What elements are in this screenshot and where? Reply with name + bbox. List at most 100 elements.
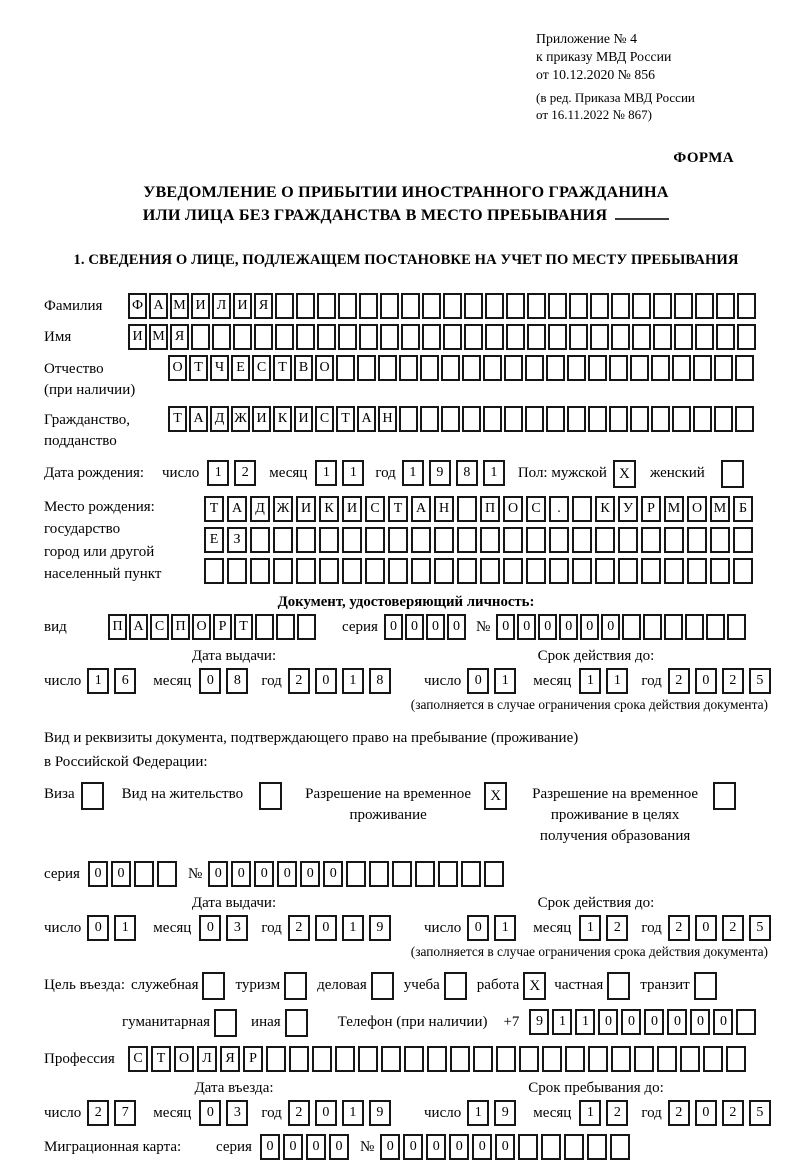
profession-label: Профессия xyxy=(44,1051,115,1068)
cell: 9 xyxy=(368,1100,391,1127)
cell: Я xyxy=(254,292,273,319)
cell xyxy=(672,405,691,432)
cell xyxy=(518,1134,539,1161)
cell: Т xyxy=(273,354,292,381)
cell: 0 xyxy=(199,914,222,941)
cell xyxy=(519,1046,539,1073)
cell xyxy=(587,1134,608,1161)
cell xyxy=(296,323,315,350)
cell xyxy=(204,557,224,584)
cell xyxy=(651,354,670,381)
cell: X xyxy=(484,781,508,810)
cell: С xyxy=(252,354,271,381)
cell xyxy=(317,323,336,350)
cell: 0 xyxy=(446,614,466,641)
cell: 0 xyxy=(403,1134,424,1161)
month-label: месяц xyxy=(533,919,572,936)
cell xyxy=(716,292,735,319)
cell: И xyxy=(296,495,316,522)
cell xyxy=(716,323,735,350)
cell xyxy=(657,1046,677,1073)
purpose-label: Цель въезда: xyxy=(44,977,125,994)
patronymic-label: Отчество (при наличии) xyxy=(44,360,136,398)
cell xyxy=(370,972,394,1001)
purpose-official-checkbox xyxy=(202,972,227,1001)
cell xyxy=(565,1046,585,1073)
cell: 9 xyxy=(494,1100,517,1127)
cell: 0 xyxy=(259,1134,280,1161)
cell: Д xyxy=(250,495,270,522)
cell xyxy=(411,526,431,553)
series-label: серия xyxy=(44,865,80,882)
cell: 0 xyxy=(694,1100,717,1127)
cell xyxy=(588,405,607,432)
cell: 0 xyxy=(277,860,298,887)
sex-male-checkbox: X xyxy=(612,459,638,488)
cell: О xyxy=(687,495,707,522)
cell: 9 xyxy=(529,1009,550,1036)
cell: А xyxy=(189,405,208,432)
cell: 1 xyxy=(552,1009,573,1036)
cell: С xyxy=(128,1046,148,1073)
cell xyxy=(462,405,481,432)
form-title-line2: ИЛИ ЛИЦА БЕЗ ГРАЖДАНСТВА В МЕСТО ПРЕБЫВА… xyxy=(44,204,768,227)
cell xyxy=(342,557,362,584)
cell xyxy=(735,354,754,381)
cell xyxy=(401,292,420,319)
residence-permit-checkbox xyxy=(259,781,284,810)
cell: И xyxy=(294,405,313,432)
cell xyxy=(641,526,661,553)
cell xyxy=(191,323,210,350)
residence-doc-intro: Вид и реквизиты документа, подтверждающе… xyxy=(44,729,579,770)
birth-place-label: Место рождения: государство город или др… xyxy=(44,498,162,583)
year-label: год xyxy=(261,919,282,936)
cell xyxy=(273,557,293,584)
cell: 0 xyxy=(282,1134,303,1161)
cell xyxy=(713,781,737,810)
cell xyxy=(664,526,684,553)
cell: И xyxy=(233,292,252,319)
cell: Р xyxy=(641,495,661,522)
cell xyxy=(399,405,418,432)
cell xyxy=(259,781,283,810)
cell xyxy=(595,557,615,584)
cell: С xyxy=(365,495,385,522)
purpose-row2: гуманитарная иная Телефон (при наличии) … xyxy=(44,1009,768,1038)
cell xyxy=(590,323,609,350)
doc-kind-label: вид xyxy=(44,619,67,636)
number-label: № xyxy=(359,1139,375,1156)
cell: 0 xyxy=(495,1134,516,1161)
cell xyxy=(420,354,439,381)
temporary-residence-checkbox: X xyxy=(484,781,509,810)
cell xyxy=(609,405,628,432)
cell: Н xyxy=(434,495,454,522)
amendment-line: от 16.11.2022 № 867) xyxy=(536,107,653,122)
cell: 1 xyxy=(87,668,110,695)
number-label: № xyxy=(187,865,203,882)
month-label: месяц xyxy=(153,673,192,690)
cell xyxy=(338,292,357,319)
cell xyxy=(284,1009,308,1038)
cell: Ф xyxy=(128,292,147,319)
cell xyxy=(611,323,630,350)
cell: 0 xyxy=(517,614,537,641)
cell: 9 xyxy=(428,459,451,486)
cell: А xyxy=(411,495,431,522)
cell xyxy=(483,405,502,432)
cell: 0 xyxy=(694,914,717,941)
purpose-transit-label: транзит xyxy=(640,977,690,994)
cell: 0 xyxy=(580,614,600,641)
cell xyxy=(483,354,502,381)
cell xyxy=(380,323,399,350)
cell xyxy=(607,972,631,1001)
